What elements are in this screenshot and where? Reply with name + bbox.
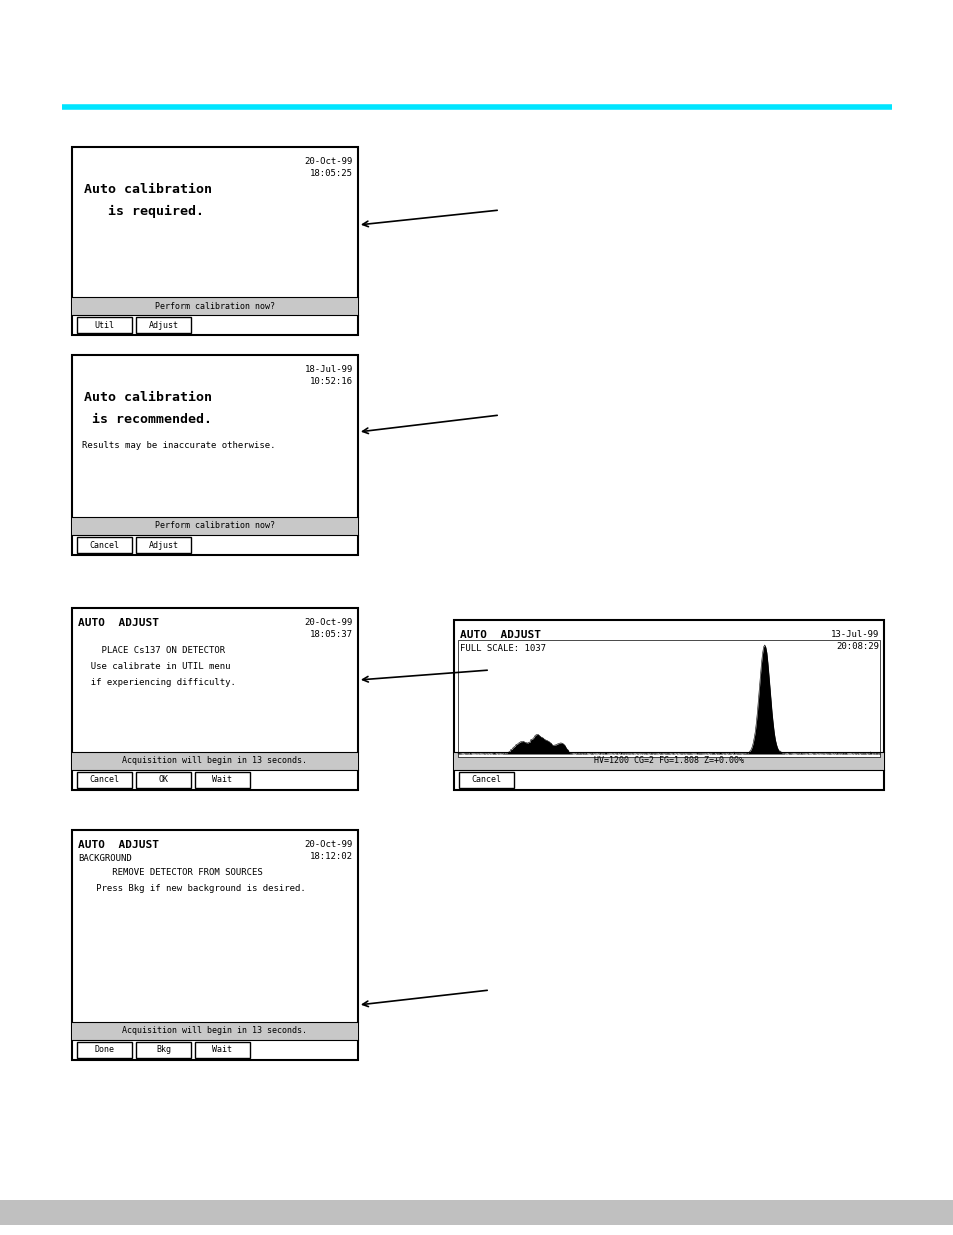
Text: FULL SCALE: 1037: FULL SCALE: 1037	[459, 643, 545, 653]
Text: 20:08:29: 20:08:29	[835, 642, 878, 651]
Text: AUTO  ADJUST: AUTO ADJUST	[78, 840, 159, 850]
Text: Auto calibration: Auto calibration	[84, 183, 212, 196]
Bar	[77, 317, 132, 333]
Text: AUTO  ADJUST: AUTO ADJUST	[78, 618, 159, 629]
Bar	[71, 147, 357, 335]
Text: 20-Oct-99: 20-Oct-99	[304, 157, 353, 165]
Text: 18-Jul-99: 18-Jul-99	[304, 366, 353, 374]
Bar	[77, 772, 132, 788]
Bar	[136, 537, 191, 553]
Text: Done: Done	[94, 1046, 114, 1055]
Text: Acquisition will begin in 13 seconds.: Acquisition will begin in 13 seconds.	[122, 757, 307, 766]
Text: Adjust: Adjust	[149, 321, 178, 330]
Bar	[458, 772, 514, 788]
Bar	[77, 537, 132, 553]
Text: 10:52:16: 10:52:16	[310, 377, 353, 387]
Bar	[0, 1200, 953, 1225]
Text: 20-Oct-99: 20-Oct-99	[304, 618, 353, 627]
Text: Results may be inaccurate otherwise.: Results may be inaccurate otherwise.	[82, 441, 275, 450]
Bar	[194, 772, 250, 788]
Bar	[457, 640, 879, 757]
Text: Perform calibration now?: Perform calibration now?	[154, 521, 274, 531]
Bar	[77, 1042, 132, 1058]
Text: is recommended.: is recommended.	[84, 412, 212, 426]
Text: 18:12:02: 18:12:02	[310, 852, 353, 861]
Text: Util: Util	[94, 321, 114, 330]
Text: Wait: Wait	[213, 1046, 233, 1055]
Text: Auto calibration: Auto calibration	[84, 391, 212, 404]
Bar	[71, 354, 357, 555]
Text: is required.: is required.	[84, 205, 204, 219]
Bar	[71, 752, 357, 769]
Text: Perform calibration now?: Perform calibration now?	[154, 301, 274, 310]
Text: Cancel: Cancel	[471, 776, 501, 784]
Text: 18:05:37: 18:05:37	[310, 630, 353, 638]
Bar	[71, 1023, 357, 1040]
Text: PLACE Cs137 ON DETECTOR: PLACE Cs137 ON DETECTOR	[80, 646, 225, 655]
Text: Use calibrate in UTIL menu: Use calibrate in UTIL menu	[80, 662, 231, 671]
Text: Cancel: Cancel	[90, 541, 119, 550]
Bar	[71, 608, 357, 790]
Bar	[136, 317, 191, 333]
Text: Press Bkg if new background is desired.: Press Bkg if new background is desired.	[80, 884, 305, 893]
Bar	[71, 830, 357, 1060]
Text: BACKGROUND: BACKGROUND	[78, 853, 132, 863]
Bar	[136, 1042, 191, 1058]
Bar	[71, 517, 357, 535]
Text: 20-Oct-99: 20-Oct-99	[304, 840, 353, 848]
Bar	[136, 772, 191, 788]
Text: REMOVE DETECTOR FROM SOURCES: REMOVE DETECTOR FROM SOURCES	[80, 868, 262, 877]
Text: AUTO  ADJUST: AUTO ADJUST	[459, 630, 540, 640]
Text: Bkg: Bkg	[156, 1046, 171, 1055]
Text: HV=1200 CG=2 FG=1.808 Z=+0.00%: HV=1200 CG=2 FG=1.808 Z=+0.00%	[594, 757, 743, 766]
Text: Adjust: Adjust	[149, 541, 178, 550]
Text: Acquisition will begin in 13 seconds.: Acquisition will begin in 13 seconds.	[122, 1026, 307, 1035]
Text: Cancel: Cancel	[90, 776, 119, 784]
Text: OK: OK	[158, 776, 169, 784]
Bar	[71, 296, 357, 315]
Text: Wait: Wait	[213, 776, 233, 784]
Text: if experiencing difficulty.: if experiencing difficulty.	[80, 678, 235, 687]
Text: 18:05:25: 18:05:25	[310, 169, 353, 178]
Text: 13-Jul-99: 13-Jul-99	[830, 630, 878, 638]
Bar	[194, 1042, 250, 1058]
Bar	[454, 620, 883, 790]
Bar	[454, 752, 883, 769]
